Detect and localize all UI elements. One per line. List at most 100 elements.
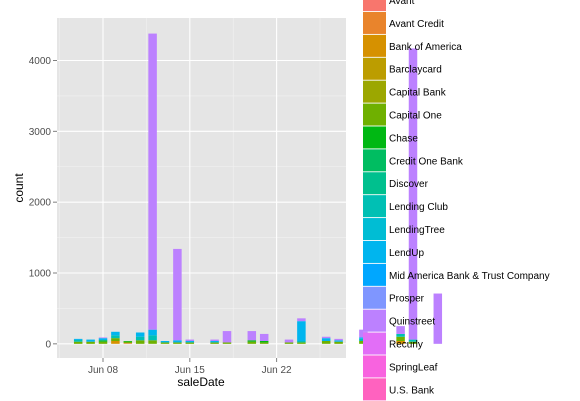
bar-segment	[408, 341, 418, 344]
legend-label: SpringLeaf	[389, 362, 438, 373]
bar-segment	[160, 341, 170, 343]
legend-key	[363, 0, 386, 12]
legend-label: LendUp	[389, 248, 424, 259]
plot-panel	[57, 18, 346, 358]
legend-label: U.S. Bank	[389, 385, 435, 396]
legend-key	[363, 57, 386, 80]
legend-label: Credit One Bank	[389, 156, 464, 167]
bar-segment	[173, 342, 182, 344]
legend-label: Avant	[389, 0, 415, 7]
x-axis: Jun 08 Jun 15 Jun 22	[88, 358, 292, 376]
legend-label: Quinstreet	[389, 317, 435, 328]
bar-segment	[173, 340, 182, 343]
legend-key	[363, 172, 386, 195]
x-tick-label: Jun 15	[175, 365, 205, 376]
bar-segment	[222, 342, 232, 344]
bar-segment	[73, 339, 83, 342]
bar-segment	[259, 333, 269, 341]
bar-segment	[98, 340, 108, 342]
bar-segment	[111, 335, 120, 339]
bar-segment	[210, 342, 219, 344]
bar-segment	[135, 336, 145, 341]
bar-segment	[98, 341, 108, 344]
bar-segment	[247, 340, 257, 342]
major-gridlines	[57, 18, 346, 358]
bar-segment	[259, 342, 269, 344]
minor-gridlines	[57, 18, 346, 358]
bar-segment	[321, 336, 331, 339]
bar-segment	[185, 339, 195, 341]
bar-segment	[247, 341, 257, 344]
legend-key	[363, 263, 386, 286]
bar-segment	[111, 331, 120, 336]
bar-segment	[86, 341, 95, 344]
legend-key	[363, 355, 386, 378]
legend-label: LendingTree	[389, 225, 445, 236]
bar-segment	[73, 341, 83, 344]
legend-label: Barclaycard	[389, 65, 442, 76]
x-tick-label: Jun 22	[262, 365, 292, 376]
legend-label: Capital Bank	[389, 88, 447, 99]
bar-segment	[123, 343, 133, 344]
bar-segment	[111, 341, 120, 344]
bar-segment	[334, 341, 343, 344]
bar-segment	[123, 341, 133, 342]
bar-segment	[73, 338, 83, 340]
bar-segment	[297, 341, 306, 343]
legend-key	[363, 103, 386, 126]
bar-segment	[123, 341, 133, 344]
bar-segment	[247, 331, 257, 341]
legend-key	[363, 309, 386, 332]
bar-segment	[173, 248, 182, 341]
bar-segment	[135, 332, 145, 337]
bar-segment	[185, 342, 195, 344]
legend-label: Lending Club	[389, 202, 448, 213]
y-axis-title: count	[12, 173, 26, 203]
legend-key	[363, 286, 386, 309]
bar-segment	[222, 331, 232, 343]
legend-key	[363, 149, 386, 172]
bar-segment	[259, 341, 269, 343]
bar-segment	[321, 341, 331, 344]
bar-segment	[210, 339, 219, 341]
bar-segment	[148, 335, 157, 341]
legend-key	[363, 11, 386, 34]
legend-label: Recurly	[389, 340, 423, 351]
x-tick-label: Jun 08	[88, 365, 118, 376]
y-tick-label: 3000	[29, 127, 52, 138]
y-tick-label: 0	[45, 339, 51, 350]
x-axis-title: saleDate	[177, 375, 225, 389]
bar-segment	[185, 341, 195, 343]
bar-segment	[396, 326, 405, 334]
y-axis: 0 1000 2000 3000 4000	[29, 56, 57, 350]
bars	[73, 33, 443, 344]
bar-segment	[297, 318, 306, 322]
legend-key	[363, 34, 386, 57]
legend-key	[363, 240, 386, 263]
legend-label: Chase	[389, 133, 418, 144]
bar-segment	[408, 48, 418, 340]
y-tick-label: 1000	[29, 269, 52, 280]
bar-segment	[86, 339, 95, 342]
bar-segment	[396, 341, 405, 344]
legend-label: Discover	[389, 179, 429, 190]
bar-segment	[408, 339, 418, 342]
bar-segment	[334, 338, 343, 341]
bar-segment	[297, 342, 306, 344]
bar-segment	[160, 342, 170, 344]
legend: Avant Avant Credit Bank of America Barclayc…	[363, 0, 550, 401]
bar-segment	[135, 340, 145, 344]
y-tick-label: 2000	[29, 198, 52, 209]
bar-segment	[396, 333, 405, 337]
legend-key	[363, 218, 386, 241]
bar-segment	[148, 33, 157, 330]
legend-label: Mid America Bank & Trust Company	[389, 271, 550, 282]
legend-key	[363, 195, 386, 218]
bar-segment	[396, 336, 405, 341]
legend-label: Avant Credit	[389, 19, 444, 30]
legend-key	[363, 378, 386, 401]
bar-segment	[210, 341, 219, 343]
bar-segment	[284, 342, 294, 344]
bar-segment	[284, 339, 294, 343]
legend-key	[363, 80, 386, 103]
